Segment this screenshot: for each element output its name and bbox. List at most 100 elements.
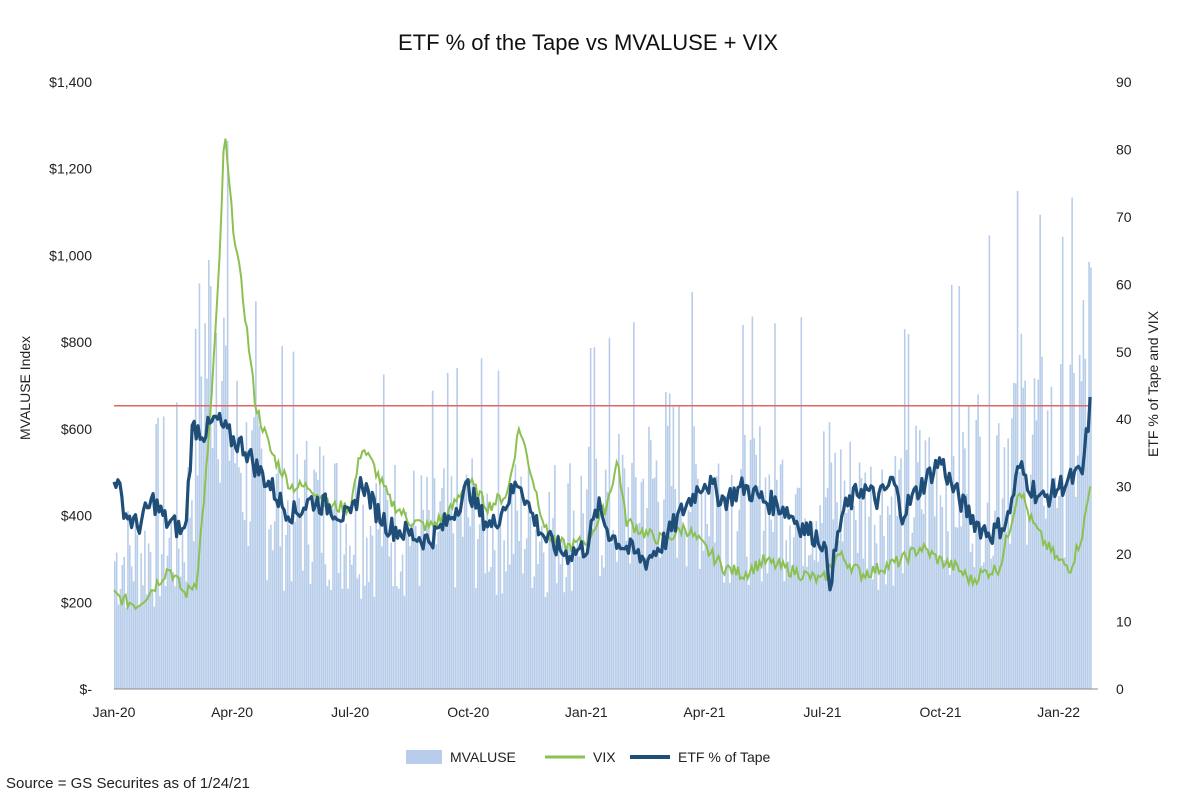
mvaluse-bar	[781, 459, 784, 689]
mvaluse-bar	[717, 463, 720, 689]
mvaluse-bars	[114, 140, 1092, 690]
mvaluse-bar	[247, 545, 250, 689]
mvaluse-bar	[1078, 354, 1081, 689]
mvaluse-bar	[360, 598, 362, 689]
mvaluse-bar	[529, 516, 532, 689]
mvaluse-bar	[454, 587, 457, 689]
mvaluse-bar	[341, 588, 344, 689]
mvaluse-bar	[612, 530, 615, 689]
mvaluse-bar	[1088, 261, 1090, 689]
mvaluse-bar	[422, 509, 425, 689]
mvaluse-bar	[298, 498, 300, 689]
mvaluse-bar	[839, 449, 842, 689]
mvaluse-bar	[712, 478, 714, 689]
mvaluse-bar	[187, 467, 189, 689]
mvaluse-bar	[243, 520, 246, 689]
y-right-tick-label: 30	[1116, 479, 1132, 495]
mvaluse-bar	[952, 456, 955, 689]
legend-label-etf: ETF % of Tape	[678, 749, 771, 765]
mvaluse-bar	[917, 462, 919, 689]
mvaluse-bar	[1033, 378, 1036, 689]
mvaluse-bar	[586, 489, 588, 689]
mvaluse-bar	[587, 446, 590, 689]
x-tick-label: Oct-21	[920, 704, 962, 720]
mvaluse-bar	[1041, 356, 1043, 689]
mvaluse-bar	[659, 557, 662, 689]
mvaluse-bar	[783, 581, 786, 689]
mvaluse-bar	[945, 479, 947, 689]
mvaluse-bar	[441, 487, 443, 689]
mvaluse-bar	[591, 528, 594, 689]
mvaluse-bar	[856, 552, 859, 689]
mvaluse-bar	[418, 585, 421, 689]
mvaluse-bar	[796, 487, 799, 689]
y-right-tick-label: 10	[1116, 614, 1132, 630]
mvaluse-bar	[396, 586, 398, 689]
mvaluse-bar	[281, 346, 283, 689]
mvaluse-bar	[443, 468, 445, 689]
mvaluse-bar	[426, 477, 428, 689]
mvaluse-bar	[806, 566, 808, 689]
mvaluse-bar	[729, 582, 731, 689]
mvaluse-bar	[676, 557, 678, 689]
mvaluse-bar	[847, 509, 850, 689]
mvaluse-bar	[328, 579, 331, 689]
mvaluse-bar	[377, 529, 379, 689]
mvaluse-bar	[791, 572, 793, 689]
mvaluse-bar	[943, 560, 946, 689]
mvaluse-bar	[390, 542, 393, 689]
mvaluse-bar	[191, 500, 193, 689]
mvaluse-bar	[238, 467, 240, 689]
mvaluse-bar	[488, 571, 490, 689]
mvaluse-bar	[194, 328, 197, 689]
mvaluse-bar	[435, 544, 438, 689]
mvaluse-bar	[565, 577, 567, 689]
mvaluse-bar	[610, 543, 613, 689]
mvaluse-bar	[779, 464, 782, 689]
mvaluse-bar	[255, 301, 257, 689]
mvaluse-bar	[136, 534, 139, 689]
mvaluse-bar	[266, 580, 268, 689]
mvaluse-bar	[634, 477, 637, 689]
mvaluse-bar	[631, 462, 633, 689]
mvaluse-bar	[490, 567, 492, 689]
mvaluse-bar	[715, 476, 718, 689]
mvaluse-bar	[815, 521, 818, 689]
mvaluse-bar	[373, 596, 376, 689]
mvaluse-bar	[1003, 447, 1006, 689]
mvaluse-bar	[379, 485, 381, 689]
mvaluse-bar	[1076, 455, 1079, 689]
mvaluse-bar	[206, 378, 208, 689]
mvaluse-bar	[144, 530, 146, 689]
mvaluse-bar	[804, 518, 806, 689]
mvaluse-bar	[864, 472, 867, 689]
mvaluse-bar	[424, 533, 426, 689]
mvaluse-bar	[499, 520, 502, 689]
mvaluse-bar	[935, 463, 938, 689]
mvaluse-bar	[836, 502, 838, 689]
mvaluse-bar	[913, 517, 915, 689]
mvaluse-bar	[885, 584, 887, 689]
mvaluse-bar	[349, 545, 351, 689]
mvaluse-bar	[747, 584, 750, 689]
mvaluse-bar	[736, 531, 739, 689]
mvaluse-bar	[215, 332, 218, 689]
mvaluse-bar	[334, 463, 336, 689]
mvaluse-bar	[277, 467, 280, 689]
mvaluse-bar	[958, 286, 961, 689]
mvaluse-bar	[633, 322, 635, 689]
mvaluse-bar	[866, 574, 868, 689]
mvaluse-bar	[166, 555, 169, 689]
mvaluse-bar	[928, 437, 930, 689]
mvaluse-bar	[960, 526, 962, 689]
mvaluse-bar	[240, 472, 242, 689]
mvaluse-bar	[657, 501, 660, 689]
mvaluse-bar	[428, 509, 430, 689]
mvaluse-bar	[841, 541, 844, 689]
mvaluse-bar	[999, 529, 1002, 689]
y-right-tick-label: 60	[1116, 276, 1132, 292]
mvaluse-bar	[256, 412, 259, 689]
mvaluse-bar	[672, 407, 675, 689]
mvaluse-bar	[476, 539, 479, 689]
mvaluse-bar	[535, 529, 537, 689]
